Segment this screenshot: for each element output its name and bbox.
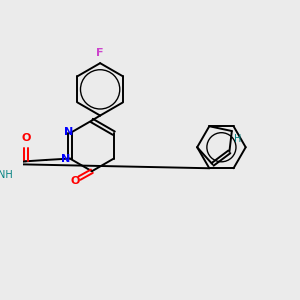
Text: NH: NH	[0, 169, 13, 180]
Text: H: H	[234, 134, 242, 144]
Text: F: F	[96, 48, 104, 58]
Text: N: N	[64, 127, 73, 137]
Text: O: O	[70, 176, 80, 186]
Text: N: N	[61, 154, 70, 164]
Text: O: O	[21, 133, 31, 142]
